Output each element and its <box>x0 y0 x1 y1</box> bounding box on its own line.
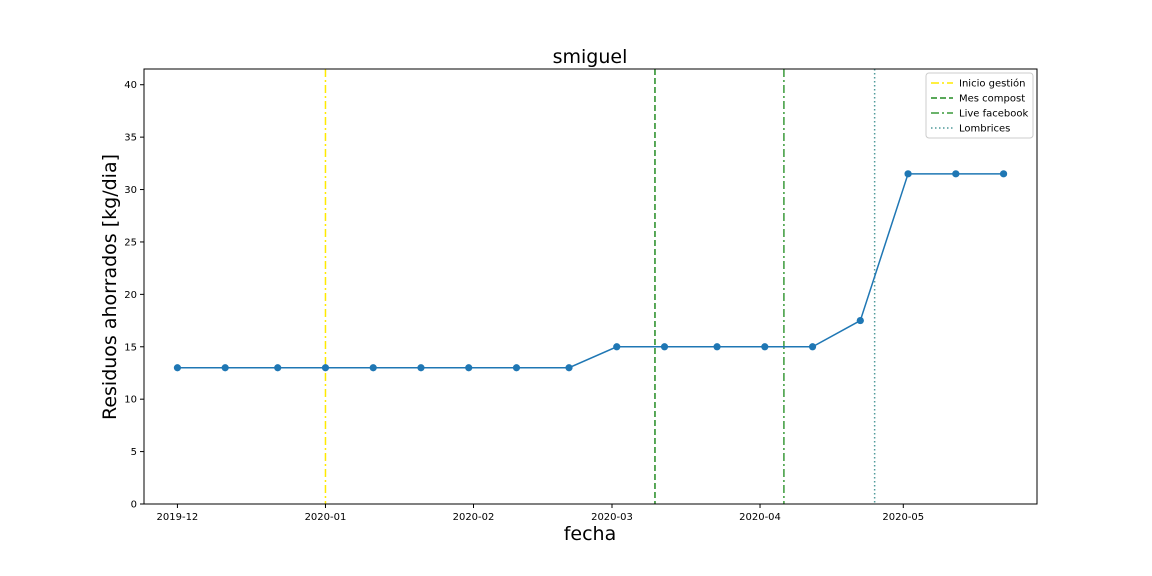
legend: Inicio gestión Mes compost Live facebook Lo… <box>925 72 1034 139</box>
data-point <box>808 343 817 351</box>
vline-group <box>324 69 876 504</box>
series-line <box>177 173 1004 369</box>
data-point <box>613 343 621 351</box>
data-point <box>660 343 669 351</box>
x-tick-label: 2020-05 <box>882 512 924 523</box>
data-point <box>274 364 282 372</box>
legend-label: Inicio gestión <box>959 78 1026 90</box>
legend-label: Live facebook <box>959 109 1028 120</box>
data-point <box>713 343 721 351</box>
y-tick-label: 30 <box>124 185 137 196</box>
data-point <box>369 364 377 372</box>
legend-frame <box>925 72 1034 139</box>
legend-label: Mes compost <box>959 94 1025 105</box>
x-axis-label: fecha <box>564 523 617 545</box>
x-tick-label: 2020-04 <box>739 512 781 523</box>
x-axis-ticks: 2019-12 2020-01 2020-02 2020-03 2020-04 2020-… <box>157 504 924 523</box>
data-point <box>221 364 229 372</box>
x-tick-label: 2020-02 <box>453 512 495 523</box>
x-tick-label: 2020-01 <box>305 512 347 523</box>
data-point <box>856 316 864 325</box>
data-point <box>565 364 573 372</box>
y-tick-label: 40 <box>124 80 137 91</box>
data-point <box>417 364 425 372</box>
y-tick-label: 20 <box>124 290 137 301</box>
data-point <box>321 364 330 372</box>
x-tick-label: 2019-12 <box>157 512 199 523</box>
y-tick-label: 35 <box>124 133 137 144</box>
data-point <box>952 170 960 178</box>
data-point <box>999 170 1008 178</box>
y-tick-label: 10 <box>124 395 137 406</box>
data-point <box>465 364 473 372</box>
y-tick-label: 25 <box>124 237 137 248</box>
data-point <box>761 343 769 351</box>
legend-label: Lombrices <box>959 124 1010 135</box>
data-point <box>173 364 182 372</box>
y-tick-label: 15 <box>124 342 137 353</box>
y-axis-label: Residuos ahorrados [kg/dia] <box>99 154 121 420</box>
y-tick-label: 0 <box>131 500 137 511</box>
y-axis-ticks: 0 5 10 15 20 25 30 35 40 <box>124 80 144 511</box>
data-point <box>512 364 521 372</box>
x-tick-label: 2020-03 <box>591 512 633 523</box>
data-point <box>904 170 912 178</box>
y-tick-label: 5 <box>131 447 137 458</box>
chart-title: smiguel <box>553 46 628 68</box>
series-group <box>173 170 1008 372</box>
plot-frame <box>143 68 1038 505</box>
